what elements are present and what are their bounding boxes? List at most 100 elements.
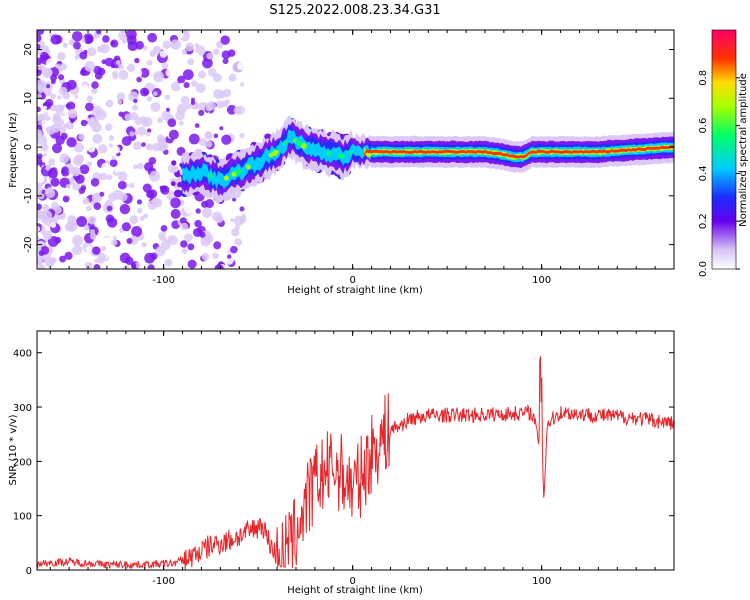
noise-blob — [62, 243, 71, 253]
noise-blob — [88, 116, 99, 128]
noise-blob — [50, 34, 61, 45]
noise-blob — [184, 233, 193, 242]
noise-blob — [72, 244, 83, 256]
noise-blob — [132, 141, 142, 151]
colorbar-ticks: 0.0 0.2 0.4 0.6 0.8 — [698, 70, 740, 277]
noise-blob — [80, 185, 87, 191]
noise-blob — [221, 100, 229, 108]
noise-blob — [129, 215, 139, 224]
colorbar-tick-label: 0.2 — [698, 213, 709, 229]
noise-blob — [152, 91, 158, 97]
noise-blob — [215, 214, 224, 224]
noise-blob — [141, 241, 147, 248]
noise-blob — [157, 117, 164, 124]
noise-blob — [38, 88, 44, 94]
noise-blob — [62, 195, 70, 203]
noise-blob — [235, 72, 245, 82]
noise-blob — [71, 166, 81, 177]
noise-blob — [140, 87, 149, 97]
noise-blob — [213, 133, 219, 139]
noise-blob — [204, 199, 214, 209]
noise-blob — [58, 74, 65, 81]
noise-blob — [37, 185, 43, 196]
noise-blob — [37, 225, 41, 233]
ridge-spot — [208, 173, 213, 179]
noise-blob — [144, 162, 154, 172]
noise-blob — [111, 239, 118, 246]
noise-blob — [37, 33, 42, 43]
noise-blob — [158, 137, 166, 145]
spectrogram-y-tick-label: 10 — [23, 92, 34, 105]
noise-blob — [89, 232, 97, 240]
noise-blob — [239, 132, 245, 139]
noise-blob — [198, 138, 207, 147]
colorbar-tick-label: 0.8 — [698, 70, 709, 86]
noise-blob — [91, 88, 98, 95]
noise-blob — [165, 107, 170, 112]
noise-blob — [87, 47, 97, 57]
noise-blob — [149, 170, 160, 182]
noise-blob — [164, 258, 173, 267]
ridge-spot — [297, 140, 303, 146]
noise-blob — [126, 30, 137, 40]
noise-blob — [131, 226, 143, 238]
transition-blob — [170, 181, 176, 187]
noise-blob — [93, 202, 102, 210]
ridge-spot — [198, 169, 203, 174]
noise-blob — [119, 252, 131, 264]
ridge-spot — [326, 150, 332, 156]
ridge-spot — [223, 175, 229, 181]
noise-blob — [80, 119, 88, 127]
noise-blob — [195, 83, 206, 93]
noise-blob — [219, 126, 224, 131]
noise-blob — [64, 251, 73, 260]
noise-blob — [96, 45, 104, 53]
noise-blob — [104, 123, 113, 131]
noise-blob — [131, 68, 143, 79]
noise-blob — [129, 131, 135, 137]
noise-blob — [150, 101, 161, 112]
noise-blob — [132, 164, 138, 170]
ridge-spot — [265, 155, 269, 159]
noise-blob — [180, 222, 189, 231]
noise-blob — [101, 162, 110, 171]
noise-blob — [46, 84, 51, 89]
noise-blob — [107, 217, 118, 228]
noise-blob — [213, 48, 220, 56]
noise-blob — [106, 174, 113, 181]
noise-blob — [84, 61, 96, 72]
noise-blob — [221, 134, 232, 145]
noise-blob — [67, 215, 76, 224]
ridge-spot — [268, 152, 274, 158]
noise-blob — [198, 109, 205, 117]
noise-blob — [60, 132, 68, 140]
noise-blob — [155, 245, 166, 257]
noise-blob — [45, 165, 51, 171]
noise-blob — [99, 172, 108, 181]
noise-blob — [146, 144, 151, 150]
noise-blob — [38, 250, 45, 257]
noise-blob — [234, 224, 240, 231]
noise-blob — [37, 156, 43, 166]
noise-blob — [98, 144, 108, 154]
noise-blob — [146, 218, 151, 224]
noise-blob — [205, 140, 213, 148]
noise-blob — [118, 69, 129, 80]
noise-blob — [110, 39, 119, 48]
noise-blob — [59, 153, 70, 164]
snr-y-tick-label: 400 — [13, 349, 32, 360]
noise-blob — [42, 230, 53, 240]
noise-blob — [207, 68, 217, 77]
noise-blob — [70, 118, 75, 124]
noise-blob — [126, 237, 133, 245]
transition-blob — [173, 189, 182, 198]
noise-blob — [46, 186, 53, 194]
colorbar-tick-label: 0.6 — [698, 118, 709, 134]
noise-blob — [41, 33, 52, 44]
spectrogram-x-tick-label: 100 — [532, 275, 551, 286]
snr-y-tick-label: 200 — [13, 457, 32, 468]
noise-blob — [117, 180, 127, 190]
noise-blob — [160, 185, 170, 195]
noise-blob — [99, 191, 105, 197]
